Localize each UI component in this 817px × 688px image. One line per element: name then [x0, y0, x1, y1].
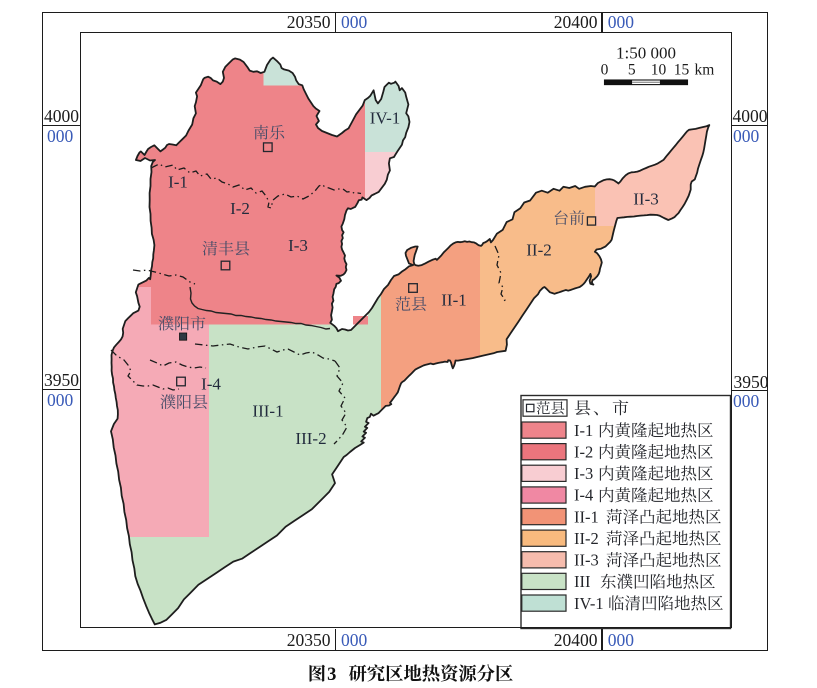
svg-text:III-1: III-1	[252, 401, 283, 420]
svg-text:10: 10	[651, 62, 667, 79]
svg-text:0: 0	[601, 62, 609, 79]
svg-text:I-1: I-1	[168, 172, 188, 191]
svg-text:II-1: II-1	[574, 507, 599, 526]
svg-text:I-4: I-4	[201, 374, 221, 393]
svg-text:I-2: I-2	[230, 199, 250, 218]
svg-text:III-2: III-2	[295, 429, 326, 448]
svg-text:III: III	[574, 572, 590, 591]
svg-text:15: 15	[674, 62, 690, 79]
svg-text:I-3: I-3	[574, 464, 593, 483]
svg-text:IV-1: IV-1	[574, 594, 604, 613]
svg-text:5: 5	[628, 62, 636, 79]
svg-text:1:50 000: 1:50 000	[616, 44, 676, 63]
svg-text:3: 3	[327, 665, 336, 685]
svg-text:IV-1: IV-1	[370, 108, 401, 127]
svg-text:I-3: I-3	[288, 236, 308, 255]
svg-text:II-3: II-3	[574, 551, 599, 570]
svg-text:II-3: II-3	[633, 189, 658, 208]
svg-text:I-4: I-4	[574, 486, 593, 505]
svg-text:I-2: I-2	[574, 442, 593, 461]
svg-text:II-2: II-2	[574, 529, 599, 548]
svg-text:km: km	[695, 62, 715, 79]
svg-text:I-1: I-1	[574, 421, 593, 440]
svg-text:II-2: II-2	[526, 240, 551, 259]
svg-text:II-1: II-1	[441, 290, 466, 309]
